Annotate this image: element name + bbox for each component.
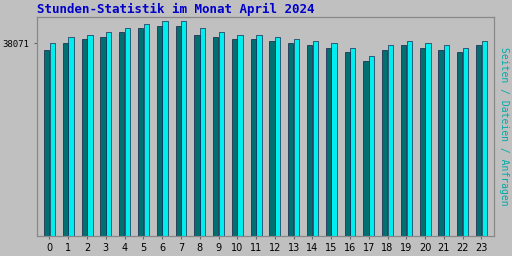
Bar [388,45,393,236]
Bar [425,43,431,236]
Bar [213,37,218,236]
Bar [313,41,318,236]
Bar [181,22,186,236]
Bar [251,39,256,236]
Y-axis label: Seiten / Dateien / Anfragen: Seiten / Dateien / Anfragen [499,47,509,206]
Bar [194,35,200,236]
Bar [219,32,224,236]
Bar [307,45,312,236]
Bar [401,45,406,236]
Bar [232,39,237,236]
Bar [275,37,280,236]
Bar [269,41,274,236]
Bar [407,41,412,236]
Bar [81,39,87,236]
Bar [100,37,105,236]
Bar [463,48,468,236]
Bar [50,43,55,236]
Bar [294,39,299,236]
Bar [350,48,355,236]
Bar [87,35,93,236]
Bar [176,26,181,236]
Bar [438,50,444,236]
Bar [326,48,331,236]
Text: Stunden-Statistik im Monat April 2024: Stunden-Statistik im Monat April 2024 [37,3,315,16]
Bar [476,45,481,236]
Bar [420,48,425,236]
Bar [288,43,293,236]
Bar [345,52,350,236]
Bar [106,32,111,236]
Bar [143,24,149,236]
Bar [138,28,143,236]
Bar [444,45,450,236]
Bar [364,61,369,236]
Bar [63,43,68,236]
Bar [200,28,205,236]
Bar [125,28,130,236]
Bar [162,22,167,236]
Bar [257,35,262,236]
Bar [331,43,337,236]
Bar [482,41,487,236]
Bar [369,56,374,236]
Bar [157,26,162,236]
Bar [119,32,124,236]
Bar [382,50,388,236]
Bar [69,37,74,236]
Bar [457,52,462,236]
Bar [238,35,243,236]
Bar [44,50,49,236]
